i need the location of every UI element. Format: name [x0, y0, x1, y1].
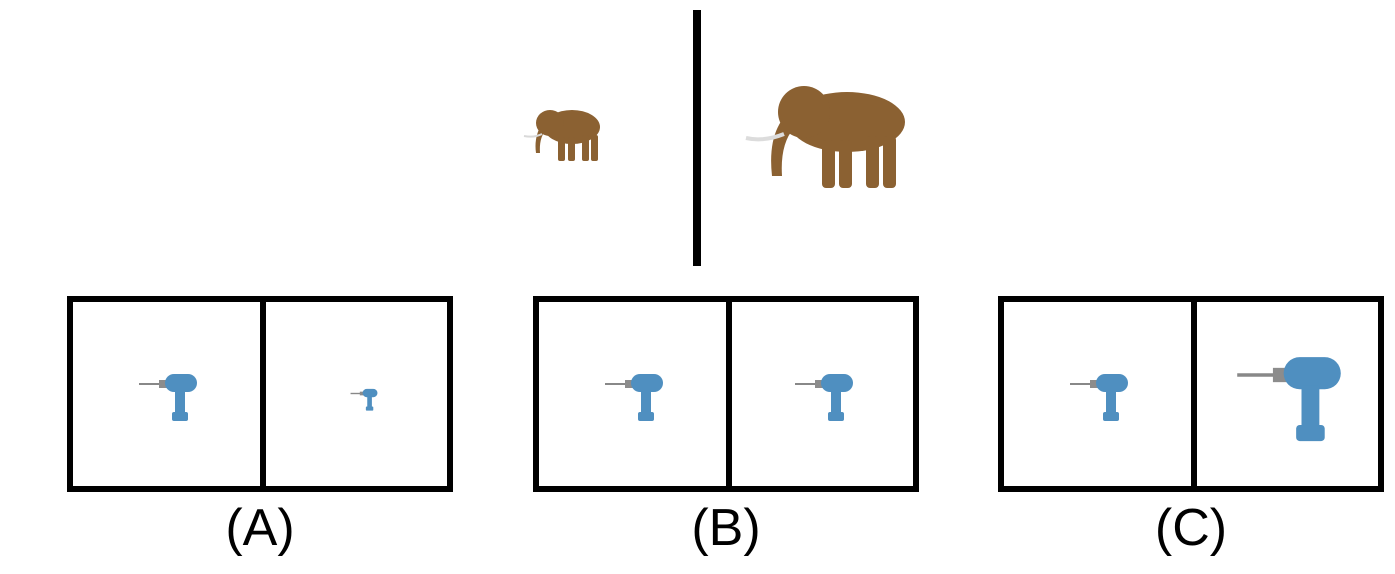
option-a-divider	[260, 302, 266, 486]
option-c-label: (C)	[1154, 499, 1228, 557]
option-b-panel[interactable]	[533, 296, 919, 492]
option-b-label: (B)	[691, 499, 761, 557]
option-b-divider	[726, 302, 732, 486]
option-a-panel[interactable]	[67, 296, 453, 492]
elephant-small-image	[523, 110, 600, 161]
option-a-label: (A)	[225, 499, 295, 557]
option-c-divider	[1191, 302, 1197, 486]
drill-icon	[1237, 357, 1341, 442]
drill-icon	[1070, 374, 1128, 421]
drill-icon	[139, 374, 197, 421]
drill-icon	[795, 374, 853, 421]
elephant-large-image	[745, 86, 905, 188]
drill-icon	[605, 374, 663, 421]
drill-icon	[350, 388, 378, 411]
reference-divider	[693, 10, 701, 266]
option-c-panel[interactable]	[998, 296, 1384, 492]
